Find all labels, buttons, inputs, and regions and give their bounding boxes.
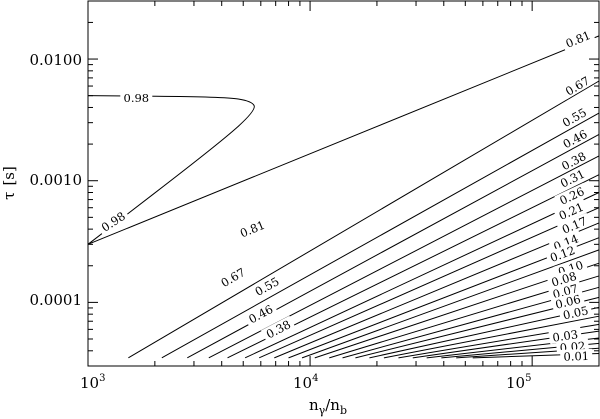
contour-label-bg — [557, 103, 592, 131]
contour-label-0.67: 0.67 — [560, 71, 595, 100]
contour-label-0.98: 0.98 — [96, 207, 130, 236]
contour-label-bg — [554, 182, 589, 209]
contour-label-text: 0.01 — [563, 349, 589, 364]
contour-label-bg — [556, 147, 591, 174]
contour-label-0.05: 0.05 — [558, 302, 593, 323]
contour-label-bg — [120, 90, 153, 104]
contour-labels: 0.980.980.810.810.670.670.550.550.460.46… — [96, 26, 596, 364]
contour-label-bg — [234, 216, 270, 241]
contour-label-bg — [215, 263, 250, 291]
contour-label-bg — [557, 125, 592, 152]
contour-label-bg — [548, 280, 583, 302]
contour-label-bg — [555, 165, 590, 192]
contour-label-bg — [249, 272, 284, 300]
contour-label-bg — [260, 315, 296, 343]
contour-label-text: 0.81 — [564, 28, 593, 51]
x-axis-title: nγ/nb — [309, 396, 347, 417]
x-tick-label-3: 105 — [506, 373, 531, 392]
contour-line-0.81 — [87, 35, 600, 245]
contour-label-0.01: 0.01 — [560, 348, 593, 364]
contour-label-bg — [548, 230, 584, 254]
contour-lines — [87, 35, 600, 359]
contour-line-0.55 — [161, 112, 600, 359]
contour-label-bg — [243, 300, 278, 328]
y-tick-label-1: 0.0001 — [30, 291, 83, 309]
contour-label-0.98: 0.98 — [120, 90, 153, 105]
contour-label-0.38: 0.38 — [260, 315, 296, 343]
y-axis-title: τ[s] — [0, 166, 18, 200]
contour-label-text: 0.98 — [123, 91, 149, 105]
contour-line-0.98 — [87, 95, 255, 245]
plot-frame — [87, 0, 600, 367]
contour-label-bg — [546, 267, 581, 290]
contour-label-bg — [545, 241, 580, 266]
contour-line-0.04 — [383, 315, 600, 359]
contour-label-bg — [556, 212, 592, 237]
contour-line-0.67 — [128, 80, 600, 359]
contour-label-0.67: 0.67 — [215, 263, 250, 291]
y-tick-label-3: 0.0100 — [30, 51, 83, 69]
x-tick-label-2: 104 — [293, 373, 318, 392]
contour-label-bg — [548, 326, 582, 345]
contour-label-text: 0.81 — [238, 218, 267, 241]
contour-line-0.17 — [274, 222, 600, 359]
contour-label-bg — [560, 26, 596, 52]
contour-label-bg — [560, 71, 595, 100]
contour-line-0.21 — [258, 207, 600, 359]
contour-line-0.12 — [301, 249, 600, 359]
x-tick-label-1: 103 — [80, 373, 105, 392]
contour-label-bg — [553, 198, 589, 224]
y-tick-label-2: 0.0010 — [30, 171, 83, 189]
axis-ticks — [87, 0, 600, 367]
contour-line-0.26 — [244, 192, 600, 359]
contour-label-bg — [558, 302, 593, 323]
contour-label-text: 0.05 — [562, 303, 590, 322]
contour-label-0.81: 0.81 — [560, 26, 596, 52]
contour-label-bg — [96, 207, 130, 236]
contour-label-0.81: 0.81 — [234, 216, 270, 241]
contour-label-bg — [560, 348, 593, 363]
contour-label-bg — [550, 291, 585, 312]
